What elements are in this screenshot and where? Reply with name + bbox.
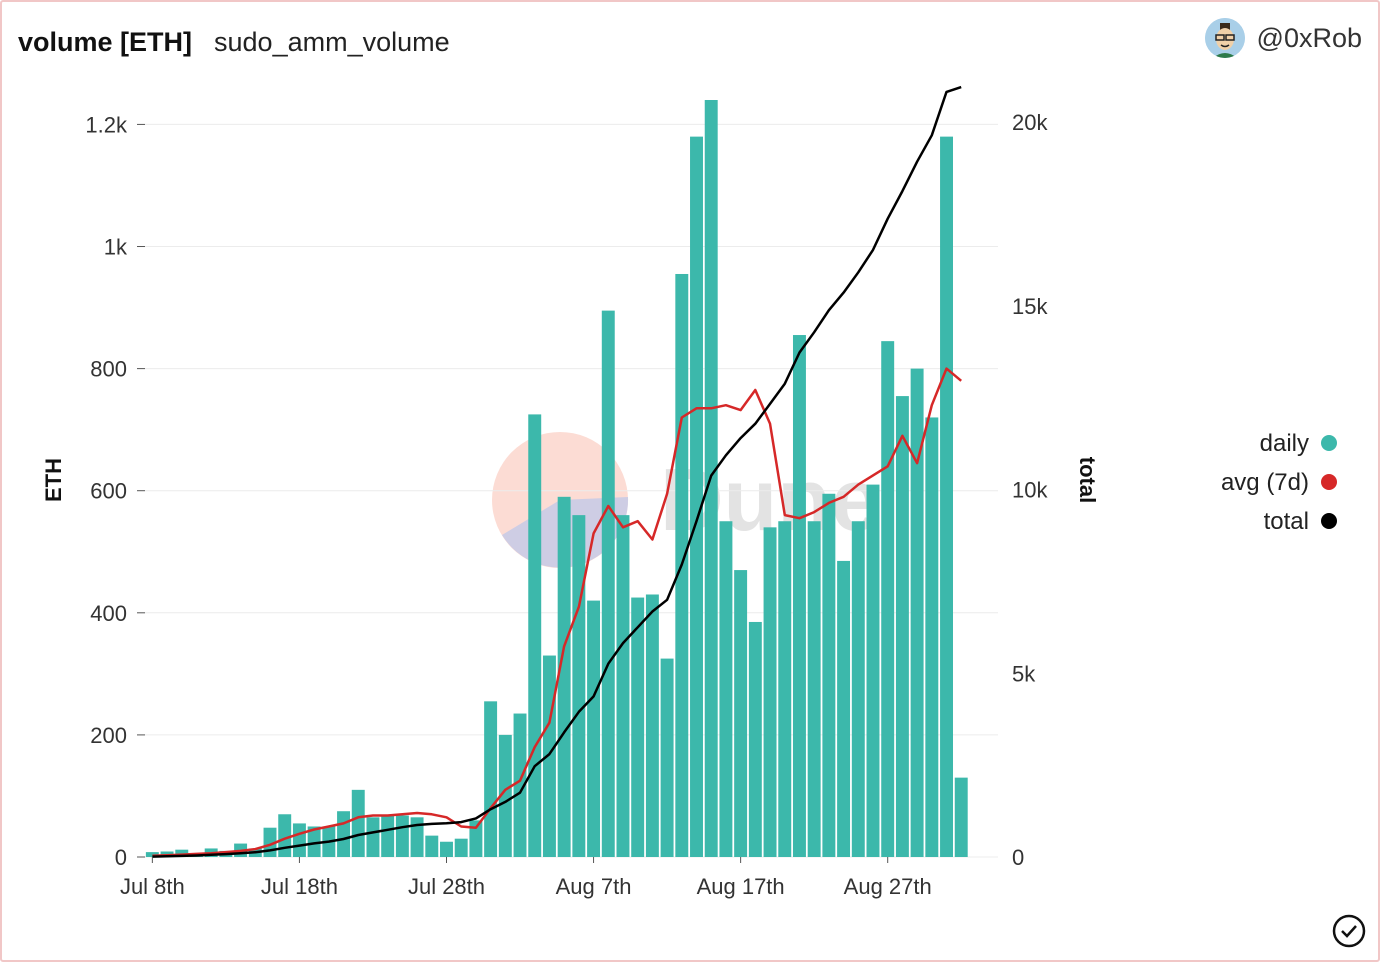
bar-daily bbox=[851, 521, 865, 857]
bar-daily bbox=[837, 560, 851, 857]
y2-tick-label: 5k bbox=[1012, 661, 1036, 686]
chart-header: volume [ETH] sudo_amm_volume bbox=[18, 22, 450, 62]
x-tick-label: Jul 28th bbox=[408, 874, 485, 899]
bar-daily bbox=[425, 835, 439, 857]
bar-daily bbox=[881, 341, 895, 858]
bar-daily bbox=[910, 368, 924, 857]
bar-daily bbox=[528, 414, 542, 857]
legend-swatch bbox=[1321, 513, 1337, 529]
line-total bbox=[152, 85, 962, 858]
bar-daily bbox=[660, 658, 674, 857]
bar-daily bbox=[307, 826, 321, 857]
bar-daily bbox=[895, 396, 909, 857]
y2-tick-label: 10k bbox=[1012, 478, 1048, 503]
bar-daily bbox=[925, 417, 939, 857]
series-lines bbox=[152, 85, 962, 858]
bar-daily bbox=[734, 570, 748, 857]
bar-daily bbox=[866, 484, 880, 857]
bar-daily bbox=[645, 594, 659, 857]
bar-daily bbox=[616, 515, 630, 857]
y2-tick-label: 15k bbox=[1012, 294, 1048, 319]
x-axis: Jul 8th Jul 18th Jul 28th Aug 7th Aug 17th Au… bbox=[120, 857, 932, 899]
bar-daily bbox=[440, 841, 453, 857]
y-tick-label: 400 bbox=[90, 601, 127, 626]
bar-daily bbox=[337, 811, 351, 857]
bar-daily bbox=[410, 817, 424, 857]
y-axis-right: 0 5k 10k 15k 20k bbox=[1012, 110, 1048, 870]
y2-tick-label: 20k bbox=[1012, 110, 1048, 135]
bar-daily bbox=[587, 600, 601, 857]
y-tick-label: 1k bbox=[104, 235, 128, 260]
bar-daily bbox=[631, 597, 645, 857]
bar-daily bbox=[763, 527, 777, 857]
bar-daily bbox=[807, 521, 821, 857]
legend-label: avg (7d) bbox=[1221, 469, 1309, 496]
chart-title: volume [ETH] bbox=[18, 26, 193, 57]
x-tick-label: Jul 8th bbox=[120, 874, 185, 899]
y-tick-label: 200 bbox=[90, 723, 127, 748]
legend-label: total bbox=[1264, 508, 1309, 535]
y-tick-label: 0 bbox=[115, 845, 127, 870]
bar-daily bbox=[778, 521, 792, 857]
bar-daily bbox=[719, 521, 733, 857]
legend-swatch bbox=[1321, 474, 1337, 490]
x-tick-label: Aug 7th bbox=[556, 874, 632, 899]
y-tick-label: 800 bbox=[90, 357, 127, 382]
bar-daily bbox=[469, 820, 483, 857]
x-tick-label: Jul 18th bbox=[261, 874, 338, 899]
bar-daily bbox=[572, 515, 586, 857]
bars-daily bbox=[145, 100, 968, 858]
legend: daily avg (7d) total bbox=[1221, 430, 1337, 535]
x-tick-label: Aug 17th bbox=[697, 874, 785, 899]
user-avatar-icon bbox=[1204, 18, 1245, 58]
bar-daily bbox=[690, 136, 703, 857]
y2-tick-label: 0 bbox=[1012, 845, 1024, 870]
query-name-link[interactable]: sudo_amm_volume bbox=[214, 26, 450, 57]
legend-label: daily bbox=[1260, 430, 1309, 457]
line-avg-7d bbox=[152, 367, 962, 858]
bar-daily bbox=[954, 777, 968, 857]
bar-daily bbox=[748, 621, 762, 857]
bar-daily bbox=[366, 817, 380, 857]
bar-daily bbox=[822, 493, 836, 857]
bar-daily bbox=[278, 814, 292, 857]
bar-daily bbox=[498, 734, 512, 857]
bar-daily bbox=[513, 713, 527, 857]
y-tick-label: 1.2k bbox=[85, 112, 128, 137]
bar-daily bbox=[175, 849, 189, 857]
bar-daily bbox=[395, 815, 409, 857]
bar-daily bbox=[792, 335, 806, 858]
y-tick-label: 600 bbox=[90, 479, 127, 504]
author-handle[interactable]: @0xRob bbox=[1256, 22, 1362, 53]
x-tick-label: Aug 27th bbox=[844, 874, 932, 899]
bar-daily bbox=[381, 815, 395, 857]
bar-daily bbox=[484, 701, 498, 857]
author-badge[interactable]: @0xRob bbox=[1204, 18, 1362, 58]
y2-axis-title: total bbox=[1075, 457, 1100, 503]
bar-daily bbox=[292, 823, 306, 857]
verified-check-icon[interactable] bbox=[1332, 914, 1366, 948]
y-axis-left: 0 200 400 600 800 1k 1.2k bbox=[85, 112, 145, 870]
y-axis-title: ETH bbox=[41, 458, 66, 502]
bar-daily bbox=[454, 838, 468, 857]
legend-swatch bbox=[1321, 435, 1337, 451]
bar-daily bbox=[557, 496, 571, 857]
bar-daily bbox=[351, 789, 365, 857]
bar-daily bbox=[940, 136, 953, 857]
bar-daily bbox=[601, 310, 615, 857]
